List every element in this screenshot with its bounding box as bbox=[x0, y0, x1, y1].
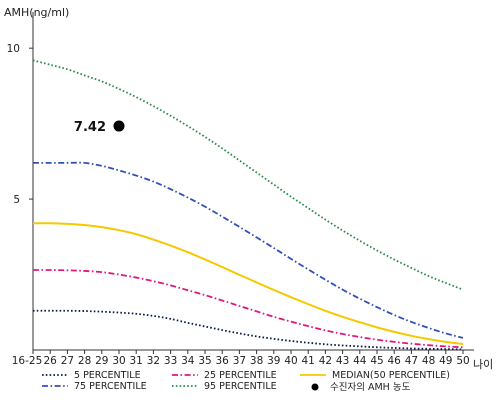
x-tick-label: 44 bbox=[353, 355, 367, 367]
x-tick-label: 40 bbox=[284, 355, 297, 367]
y-axis-title: AMH(ng/ml) bbox=[4, 6, 69, 19]
y-tick-label: 10 bbox=[7, 43, 20, 55]
x-tick-label: 42 bbox=[319, 355, 332, 367]
x-tick-label: 48 bbox=[422, 355, 435, 367]
patient-amh-point bbox=[113, 120, 125, 132]
legend-label-3: 75 PERCENTILE bbox=[74, 381, 147, 392]
x-tick-label: 36 bbox=[216, 355, 230, 367]
x-tick-label: 38 bbox=[250, 355, 263, 367]
x-tick-label: 35 bbox=[198, 355, 211, 367]
y-tick-label: 5 bbox=[13, 194, 20, 206]
x-tick-label: 45 bbox=[370, 355, 383, 367]
x-tick-label: 47 bbox=[405, 355, 418, 367]
x-tick-label: 50 bbox=[456, 355, 469, 367]
x-tick-label: 37 bbox=[233, 355, 246, 367]
legend-label-4: 95 PERCENTILE bbox=[204, 381, 277, 392]
patient-amh-value-label: 7.42 bbox=[74, 120, 106, 135]
x-tick-label: 39 bbox=[267, 355, 280, 367]
x-tick-label: 33 bbox=[164, 355, 177, 367]
legend-point-marker bbox=[311, 383, 319, 391]
x-tick-label: 26 bbox=[44, 355, 58, 367]
series-line-3 bbox=[33, 161, 464, 339]
legend-label-1: 25 PERCENTILE bbox=[204, 370, 277, 381]
x-tick-label: 29 bbox=[95, 355, 108, 367]
x-tick-label: 41 bbox=[302, 355, 315, 367]
series-line-2 bbox=[32, 222, 464, 345]
x-tick-label: 27 bbox=[61, 355, 74, 367]
legend-label-0: 5 PERCENTILE bbox=[74, 370, 141, 381]
x-tick-label: 30 bbox=[112, 355, 125, 367]
x-tick-label: 28 bbox=[78, 355, 91, 367]
legend-label-2: MEDIAN(50 PERCENTILE) bbox=[332, 370, 450, 381]
legend-point-label: 수진자의 AMH 농도 bbox=[330, 382, 411, 393]
x-tick-label: 43 bbox=[336, 355, 349, 367]
axes: AMH(ng/ml) 나이 5 10 16-25 26 27 28 29 30 31 32 33 34 35… bbox=[4, 6, 493, 371]
x-tick-label: 31 bbox=[130, 355, 143, 367]
x-tick-label: 49 bbox=[439, 355, 452, 367]
x-tick-label: 34 bbox=[181, 355, 195, 367]
series-line-4 bbox=[32, 59, 464, 291]
series-line-0 bbox=[33, 309, 464, 351]
patient-point-layer: 7.42 bbox=[74, 120, 125, 135]
x-tick-label: 32 bbox=[147, 355, 160, 367]
x-tick-label: 16-25 bbox=[12, 355, 43, 367]
legend: 5 PERCENTILE 25 PERCENTILE MEDIAN(50 PERCE… bbox=[42, 370, 450, 393]
x-axis-title: 나이 bbox=[473, 358, 493, 371]
series-layer bbox=[32, 59, 464, 351]
x-tick-label: 46 bbox=[388, 355, 402, 367]
series-line-1 bbox=[32, 269, 464, 349]
